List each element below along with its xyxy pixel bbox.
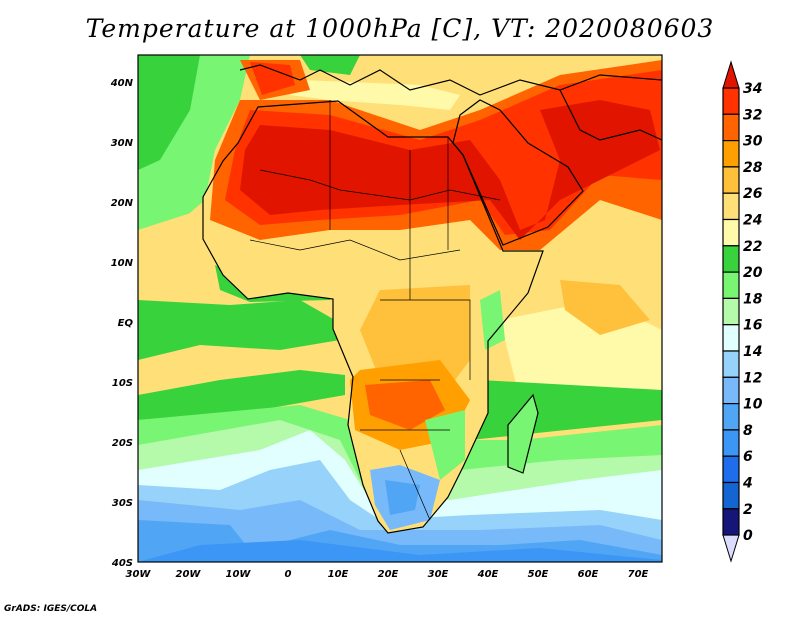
colorbar-label: 16 <box>743 318 763 334</box>
lat-label: 10N <box>111 258 134 269</box>
colorbar-swatch <box>722 140 740 168</box>
colorbar-swatch <box>722 218 740 247</box>
lon-label: 10W <box>226 569 252 580</box>
colorbar-swatch <box>722 429 740 457</box>
colorbar-label: 18 <box>743 291 763 307</box>
colorbar-label: 32 <box>743 107 762 123</box>
lat-label: 10S <box>112 378 133 389</box>
colorbar-label: 28 <box>743 160 763 176</box>
lat-label: 40S <box>111 558 133 569</box>
colorbar-swatch <box>722 376 740 405</box>
colorbar-swatch <box>722 350 740 378</box>
lon-label: 0 <box>285 569 292 580</box>
colorbar-swatch <box>722 508 740 536</box>
colorbar-label: 20 <box>743 265 763 281</box>
colorbar-swatch <box>722 403 740 431</box>
colorbar-label: 24 <box>743 213 762 229</box>
lon-label: 70E <box>628 569 649 580</box>
colorbar-label: 34 <box>743 81 762 97</box>
lon-label: 20E <box>378 569 399 580</box>
lon-axis: 30W 20W 10W 0 10E 20E 30E 40E 50E 60E 70… <box>126 569 649 580</box>
lat-label: 40N <box>110 78 134 89</box>
colorbar-label: 6 <box>743 449 753 465</box>
colorbar-label: 22 <box>743 239 762 255</box>
lon-label: 30E <box>428 569 449 580</box>
colorbar-swatch <box>722 87 740 115</box>
lat-axis: 40N 30N 20N 10N EQ 10S 20S 30S 40S <box>110 78 134 569</box>
colorbar-swatch <box>722 271 740 300</box>
lat-label: 30N <box>111 138 134 149</box>
colorbar-label: 8 <box>743 423 753 439</box>
coastlines <box>202 64 662 534</box>
credit-text: GrADS: IGES/COLA <box>4 604 98 614</box>
lat-label: EQ <box>118 318 134 329</box>
colorbar-label: 14 <box>743 344 762 360</box>
colorbar-arrow-bottom <box>722 534 740 563</box>
colorbar-arrow-top <box>722 60 740 89</box>
lat-label: 30S <box>112 498 133 509</box>
colorbar-label: 26 <box>743 186 763 202</box>
colorbar-swatch <box>722 455 740 484</box>
borders <box>249 100 501 521</box>
colorbar-label: 10 <box>743 397 763 413</box>
colorbar-swatch <box>722 245 740 273</box>
lon-label: 60E <box>578 569 599 580</box>
lon-label: 10E <box>328 569 349 580</box>
lon-label: 20W <box>176 569 202 580</box>
colorbar-swatch <box>722 166 740 194</box>
colorbar-label: 4 <box>742 476 753 492</box>
colorbar-swatch <box>722 324 740 352</box>
temperature-field <box>138 55 662 562</box>
colorbar-swatch <box>722 297 740 326</box>
map-frame <box>137 54 663 563</box>
colorbar-swatch <box>722 113 740 142</box>
lat-label: 20S <box>112 438 133 449</box>
colorbar-label: 2 <box>743 502 753 518</box>
lon-label: 50E <box>528 569 549 580</box>
plot-title: Temperature at 1000hPa [C], VT: 20200806… <box>85 14 715 43</box>
lat-label: 20N <box>111 198 134 209</box>
colorbar-swatch <box>722 192 740 221</box>
colorbar-swatch <box>722 481 740 510</box>
colorbar-label: 12 <box>743 370 762 386</box>
lon-label: 30W <box>126 569 152 580</box>
colorbar-label: 30 <box>743 134 763 150</box>
colorbar-label: 0 <box>743 528 753 544</box>
lon-label: 40E <box>477 569 499 580</box>
